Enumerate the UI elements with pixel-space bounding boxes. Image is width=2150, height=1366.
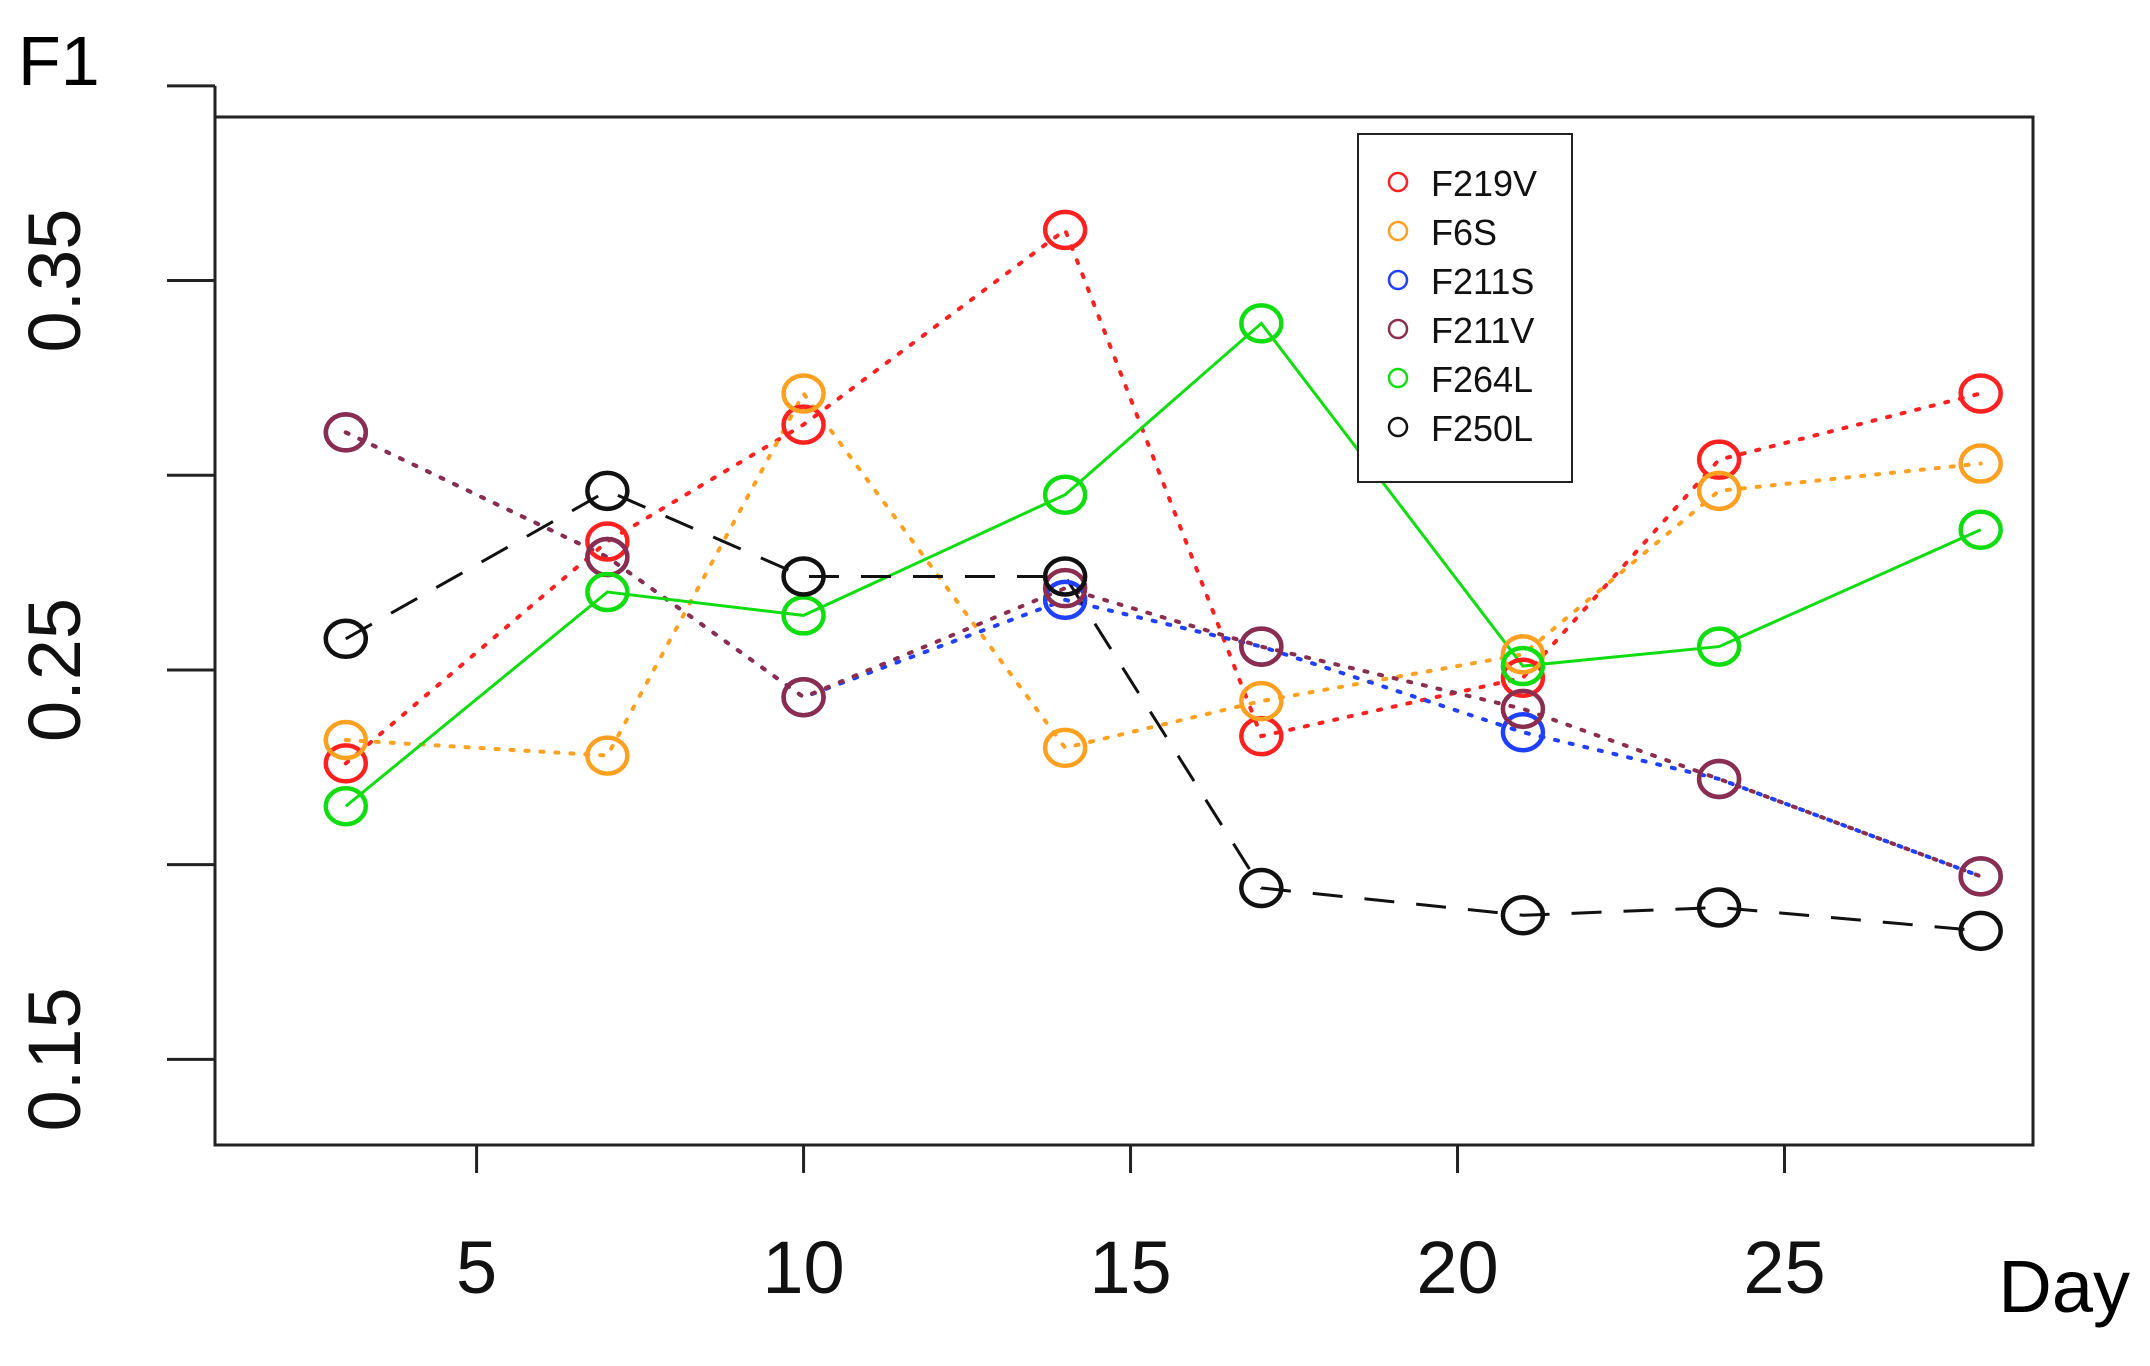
data-point-f211v bbox=[1042, 567, 1088, 609]
y-axis-ticks: 0.15 0.25 0.35 bbox=[13, 84, 215, 1131]
data-point-f264l bbox=[1958, 509, 2003, 551]
data-point-f6s bbox=[1958, 443, 2003, 484]
data-point-f250l bbox=[1696, 887, 1742, 928]
data-point-f219v bbox=[1042, 209, 1088, 251]
y-tick-label: 0.25 bbox=[13, 598, 96, 742]
legend-marker-f6s bbox=[1387, 220, 1409, 242]
legend-marker-f250l bbox=[1387, 416, 1409, 438]
x-tick-label: 20 bbox=[1416, 1226, 1498, 1309]
data-point-f250l bbox=[1958, 910, 2003, 952]
data-point-f211s bbox=[1500, 711, 1546, 753]
data-point-f264l bbox=[1239, 303, 1284, 344]
data-point-f6s bbox=[1500, 634, 1546, 675]
series-lines bbox=[343, 226, 1983, 933]
data-point-f211v bbox=[323, 412, 369, 453]
data-point-f211v bbox=[1500, 688, 1546, 730]
legend-marker-f211s bbox=[1387, 269, 1409, 291]
data-point-f211v bbox=[1696, 758, 1742, 800]
data-point-f211s bbox=[1042, 579, 1088, 621]
legend-label-f250l: F250L bbox=[1431, 408, 1533, 449]
data-point-f250l bbox=[585, 470, 630, 512]
data-point-f211v bbox=[1958, 856, 2003, 897]
data-point-f6s bbox=[1042, 727, 1088, 769]
legend-marker-f219v bbox=[1387, 171, 1409, 193]
data-point-f264l bbox=[1696, 626, 1742, 667]
data-point-f6s bbox=[323, 719, 369, 761]
x-tick-label: 15 bbox=[1089, 1226, 1171, 1309]
data-point-f250l bbox=[323, 618, 369, 660]
data-point-f250l bbox=[1042, 556, 1088, 597]
data-point-f211v bbox=[1239, 626, 1284, 667]
legend-label-f264l: F264L bbox=[1431, 359, 1533, 400]
data-point-f6s bbox=[1696, 470, 1742, 512]
data-point-f264l bbox=[1042, 474, 1088, 515]
data-point-f219v bbox=[585, 521, 630, 562]
data-point-f6s bbox=[585, 735, 630, 776]
series-line-f219v bbox=[343, 226, 1983, 766]
data-point-f219v bbox=[1696, 439, 1742, 480]
x-tick-label: 10 bbox=[762, 1226, 844, 1309]
data-point-f250l bbox=[1500, 895, 1546, 936]
data-point-f219v bbox=[1958, 373, 2003, 414]
chart-title: F1 bbox=[18, 22, 100, 100]
series-line-f250l bbox=[345, 489, 1981, 933]
data-point-f250l bbox=[781, 556, 826, 597]
x-axis-ticks: 5 10 15 20 25 bbox=[456, 1145, 1826, 1309]
data-point-f219v bbox=[323, 743, 369, 784]
data-point-f211v bbox=[781, 676, 826, 718]
data-point-f264l bbox=[585, 571, 630, 613]
data-point-f6s bbox=[1239, 680, 1284, 722]
data-point-f219v bbox=[1500, 657, 1546, 698]
data-point-f6s bbox=[781, 373, 826, 414]
series-points bbox=[323, 209, 2003, 952]
data-point-f264l bbox=[1500, 645, 1546, 687]
x-tick-label: 25 bbox=[1743, 1226, 1825, 1309]
series-line-f211v bbox=[343, 430, 1983, 879]
y-tick-label: 0.15 bbox=[13, 987, 96, 1131]
legend-label-f211v: F211V bbox=[1431, 310, 1534, 351]
data-point-f219v bbox=[781, 404, 826, 445]
data-point-f264l bbox=[781, 595, 826, 636]
x-tick-label: 5 bbox=[456, 1226, 497, 1309]
legend-marker-f211v bbox=[1387, 318, 1409, 340]
data-point-f250l bbox=[1239, 867, 1284, 909]
y-tick-label: 0.35 bbox=[13, 209, 96, 353]
legend-label-f211s: F211S bbox=[1431, 261, 1534, 302]
legend: F219V F6S F211S F211V F264L F250L bbox=[1357, 133, 1573, 483]
x-axis-label: Day bbox=[1998, 1245, 2130, 1328]
data-point-f264l bbox=[323, 785, 369, 827]
legend-label-f219v: F219V bbox=[1431, 163, 1537, 204]
legend-box bbox=[1357, 133, 1573, 483]
legend-label-f6s: F6S bbox=[1431, 212, 1497, 253]
series-line-f264l bbox=[344, 321, 1982, 808]
series-line-f6s bbox=[343, 389, 1983, 758]
legend-marker-f264l bbox=[1387, 367, 1409, 389]
legend-items: F219V F6S F211S F211V F264L F250L bbox=[1387, 163, 1537, 449]
